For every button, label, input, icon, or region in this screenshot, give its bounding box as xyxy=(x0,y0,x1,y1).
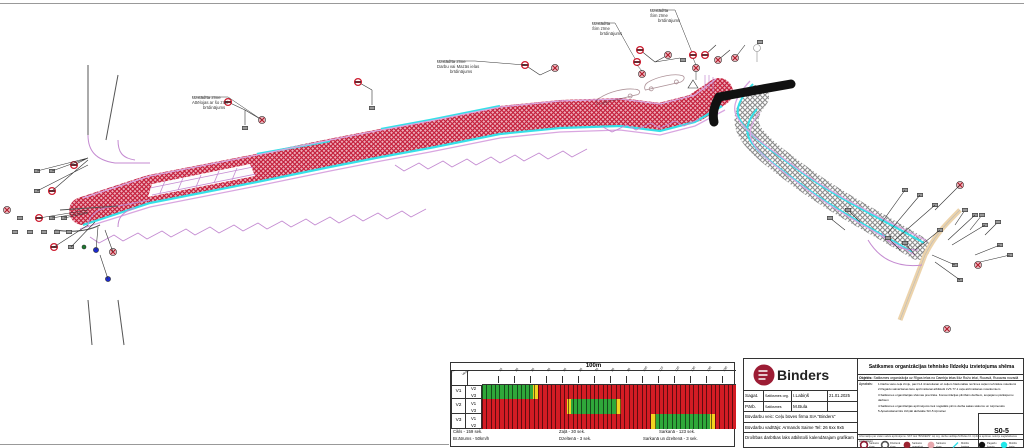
svg-text:brīdinājums: brīdinājums xyxy=(450,69,472,74)
svg-text:brīdinājums: brīdinājums xyxy=(203,105,225,110)
svg-text:brīdinājums: brīdinājums xyxy=(658,18,680,23)
svg-text:brīdinājums: brīdinājums xyxy=(600,31,622,36)
